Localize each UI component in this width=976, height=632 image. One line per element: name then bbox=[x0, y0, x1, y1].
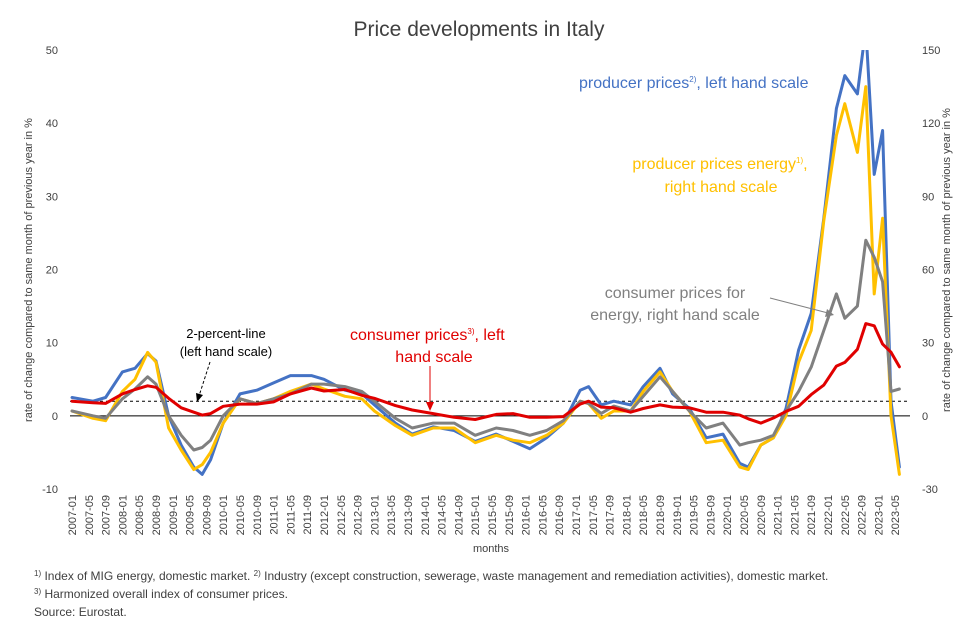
series-line-consumer-prices-for-energy bbox=[70, 238, 901, 452]
x-tick-label: 2010-05 bbox=[235, 495, 247, 535]
y-tick-left: 0 bbox=[52, 411, 58, 423]
x-tick-label: 2016-05 bbox=[537, 495, 549, 535]
x-tick-label: 2011-01 bbox=[269, 495, 281, 535]
x-tick-label: 2013-01 bbox=[369, 495, 381, 535]
x-tick-label: 2019-05 bbox=[689, 495, 701, 535]
x-tick-label: 2014-01 bbox=[420, 495, 432, 535]
x-tick-label: 2020-01 bbox=[722, 495, 734, 535]
x-tick-label: 2009-05 bbox=[185, 495, 197, 535]
y-tick-right: -30 bbox=[922, 484, 938, 496]
consumer-prices-annotation-line1: consumer prices3), left bbox=[350, 327, 505, 344]
x-tick-label: 2007-05 bbox=[84, 495, 96, 535]
x-tick-label: 2016-09 bbox=[554, 495, 566, 535]
y-tick-left: 40 bbox=[46, 118, 58, 130]
y-tick-left: -10 bbox=[42, 484, 58, 496]
consumer-prices-annotation-line2: hand scale bbox=[395, 349, 472, 366]
x-axis-title: months bbox=[473, 543, 510, 555]
x-tick-label: 2010-01 bbox=[218, 495, 230, 535]
x-tick-label: 2016-01 bbox=[521, 495, 533, 535]
two-percent-label-line2: (left hand scale) bbox=[180, 344, 273, 359]
x-tick-label: 2011-05 bbox=[285, 495, 297, 535]
series-line-producer-prices-energy bbox=[70, 85, 901, 476]
chart-title: Price developments in Italy bbox=[354, 18, 605, 41]
x-tick-label: 2008-05 bbox=[134, 495, 146, 535]
plot-area: 50 40 30 20 10 0 -10 150 120 90 60 30 0 -30 2007-01 200… bbox=[42, 45, 940, 535]
x-tick-label: 2022-05 bbox=[840, 495, 852, 535]
y-tick-right: 150 bbox=[922, 45, 940, 57]
x-tick-label: 2023-01 bbox=[873, 495, 885, 535]
x-tick-label: 2019-01 bbox=[672, 495, 684, 535]
y-tick-left: 10 bbox=[46, 338, 58, 350]
x-tick-label: 2017-05 bbox=[588, 495, 600, 535]
y-tick-left: 50 bbox=[46, 45, 58, 57]
producer-prices-annotation: producer prices2), left hand scale bbox=[579, 75, 809, 92]
x-tick-label: 2022-01 bbox=[823, 495, 835, 535]
x-tick-label: 2018-09 bbox=[655, 495, 667, 535]
producer-energy-annotation-line2: right hand scale bbox=[665, 179, 778, 196]
x-tick-label: 2008-01 bbox=[117, 495, 129, 535]
x-tick-label: 2023-05 bbox=[890, 495, 902, 535]
consumer-prices-arrowhead bbox=[426, 402, 434, 411]
x-tick-label: 2012-01 bbox=[319, 495, 331, 535]
y-tick-right: 30 bbox=[922, 338, 934, 350]
x-tick-label: 2019-09 bbox=[705, 495, 717, 535]
y-tick-right: 60 bbox=[922, 265, 934, 277]
x-tick-label: 2013-05 bbox=[386, 495, 398, 535]
y-tick-right: 120 bbox=[922, 118, 940, 130]
footnote-line1: 1) Index of MIG energy, domestic market.… bbox=[34, 569, 828, 583]
x-tick-label: 2018-05 bbox=[638, 495, 650, 535]
consumer-energy-annotation-line2: energy, right hand scale bbox=[590, 307, 760, 324]
x-tick-label: 2009-01 bbox=[168, 495, 180, 535]
two-percent-arrow bbox=[198, 361, 211, 397]
x-tick-label: 2021-05 bbox=[789, 495, 801, 535]
y-tick-left: 30 bbox=[46, 191, 58, 203]
x-tick-label: 2018-01 bbox=[621, 495, 633, 535]
x-tick-label: 2008-09 bbox=[151, 495, 163, 535]
x-tick-label: 2021-09 bbox=[806, 495, 818, 535]
x-tick-label: 2021-01 bbox=[773, 495, 785, 535]
x-tick-label: 2020-05 bbox=[739, 495, 751, 535]
x-tick-label: 2017-01 bbox=[571, 495, 583, 535]
x-tick-label: 2007-09 bbox=[101, 495, 113, 535]
x-tick-label: 2012-05 bbox=[336, 495, 348, 535]
y-tick-right: 90 bbox=[922, 191, 934, 203]
consumer-energy-arrowhead bbox=[825, 309, 834, 317]
y-axis-title-left: rate of change compared to same month of… bbox=[23, 118, 35, 422]
x-tick-label: 2007-01 bbox=[67, 495, 79, 535]
x-tick-label: 2022-09 bbox=[857, 495, 869, 535]
series-line-consumer-prices bbox=[70, 322, 901, 425]
y-tick-left: 20 bbox=[46, 265, 58, 277]
y-axis-title-right: rate of change compared to same month of… bbox=[941, 108, 953, 412]
consumer-energy-arrow bbox=[769, 297, 829, 314]
two-percent-label-line1: 2-percent-line bbox=[186, 326, 266, 341]
x-tick-label: 2012-09 bbox=[353, 495, 365, 535]
x-tick-label: 2014-05 bbox=[437, 495, 449, 535]
x-tick-label: 2009-09 bbox=[201, 495, 213, 535]
producer-energy-annotation-line1: producer prices energy1), bbox=[632, 156, 807, 173]
x-tick-label: 2011-09 bbox=[302, 495, 314, 535]
series-group bbox=[70, 50, 901, 476]
y-tick-right: 0 bbox=[922, 411, 928, 423]
x-tick-label: 2020-09 bbox=[756, 495, 768, 535]
x-tick-label: 2015-09 bbox=[504, 495, 516, 535]
series-line-producer-prices bbox=[70, 50, 901, 476]
footnote-line2: 3) Harmonized overall index of consumer … bbox=[34, 587, 288, 601]
x-tick-label: 2017-09 bbox=[605, 495, 617, 535]
x-tick-label: 2014-09 bbox=[453, 495, 465, 535]
two-percent-arrowhead bbox=[196, 393, 203, 402]
consumer-energy-annotation-line1: consumer prices for bbox=[605, 285, 746, 302]
x-tick-label: 2010-09 bbox=[252, 495, 264, 535]
source-note: Source: Eurostat. bbox=[34, 605, 127, 619]
x-tick-label: 2015-05 bbox=[487, 495, 499, 535]
x-tick-label: 2013-09 bbox=[403, 495, 415, 535]
x-tick-label: 2015-01 bbox=[470, 495, 482, 535]
